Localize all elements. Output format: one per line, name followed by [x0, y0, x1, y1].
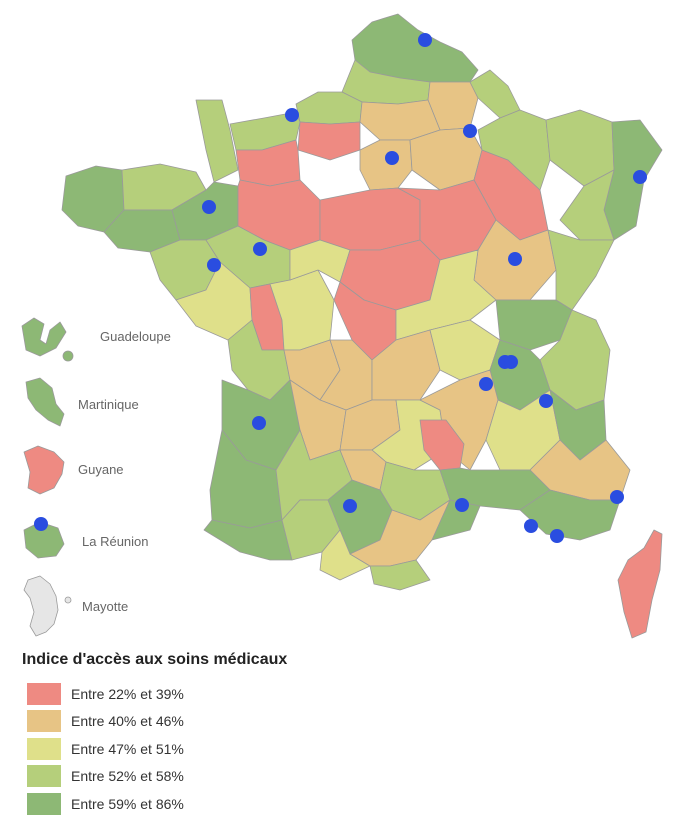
- legend-label: Entre 47% et 51%: [71, 740, 184, 757]
- location-marker: [202, 200, 216, 214]
- location-marker: [633, 170, 647, 184]
- legend-item-class-3: Entre 47% et 51%: [22, 735, 422, 763]
- location-marker: [34, 517, 48, 531]
- region-loiret: [319, 187, 421, 251]
- location-marker: [455, 498, 469, 512]
- guadeloupe-islet: [62, 350, 74, 362]
- region-ile-de-france: [359, 139, 413, 191]
- legend-title: Indice d'accès aux soins médicaux: [22, 651, 288, 668]
- legend-swatch: [27, 682, 61, 705]
- location-marker: [463, 124, 477, 138]
- guyane-shape: [23, 445, 65, 495]
- region-franche-comte: [547, 229, 615, 311]
- mayotte-shape: [23, 575, 59, 637]
- label-mayotte: Mayotte: [82, 599, 128, 614]
- region-ardennes: [469, 69, 521, 119]
- location-marker: [524, 519, 538, 533]
- location-marker: [285, 108, 299, 122]
- map-legend: Indice d'accès aux soins médicaux Entre …: [22, 650, 422, 818]
- legend-swatch: [27, 792, 61, 815]
- label-guyane: Guyane: [78, 462, 124, 477]
- metropolitan-france: [61, 13, 663, 639]
- location-marker: [479, 377, 493, 391]
- guadeloupe-shape: [21, 317, 67, 357]
- legend-label: Entre 22% et 39%: [71, 685, 184, 702]
- location-marker: [539, 394, 553, 408]
- location-marker: [418, 33, 432, 47]
- legend-item-class-2: Entre 40% et 46%: [22, 708, 422, 736]
- location-markers: [34, 33, 647, 543]
- region-moselle: [545, 109, 615, 187]
- region-herault: [431, 499, 481, 541]
- location-marker: [253, 242, 267, 256]
- location-marker: [504, 355, 518, 369]
- mayotte-islet: [64, 596, 72, 604]
- legend-item-class-4: Entre 52% et 58%: [22, 763, 422, 791]
- label-guadeloupe: Guadeloupe: [100, 329, 171, 344]
- location-marker: [508, 252, 522, 266]
- region-alsace: [603, 119, 663, 241]
- legend-label: Entre 52% et 58%: [71, 768, 184, 785]
- region-aude: [349, 499, 451, 567]
- region-eure: [297, 121, 361, 161]
- region-corse: [617, 529, 663, 639]
- location-marker: [550, 529, 564, 543]
- overseas-territories: Guadeloupe Martinique Guyane La Réunion …: [21, 317, 171, 637]
- legend-swatch: [27, 710, 61, 733]
- france-choropleth-map: Guadeloupe Martinique Guyane La Réunion …: [21, 13, 663, 639]
- legend-swatch: [27, 737, 61, 760]
- label-la-reunion: La Réunion: [82, 534, 149, 549]
- region-pyrenees-atlantiques: [203, 519, 293, 561]
- region-seine-maritime: [295, 91, 363, 125]
- legend-label: Entre 59% et 86%: [71, 795, 184, 812]
- location-marker: [252, 416, 266, 430]
- location-marker: [207, 258, 221, 272]
- location-marker: [385, 151, 399, 165]
- label-martinique: Martinique: [78, 397, 139, 412]
- region-pyrenees-orientales: [369, 559, 431, 591]
- region-manche: [195, 99, 239, 183]
- region-meuse: [477, 109, 551, 191]
- legend-item-class-5: Entre 59% et 86%: [22, 790, 422, 818]
- legend-item-class-1: Entre 22% et 39%: [22, 680, 422, 708]
- martinique-shape: [25, 377, 65, 427]
- location-marker: [610, 490, 624, 504]
- legend-label: Entre 40% et 46%: [71, 713, 184, 730]
- location-marker: [343, 499, 357, 513]
- legend-swatch: [27, 765, 61, 788]
